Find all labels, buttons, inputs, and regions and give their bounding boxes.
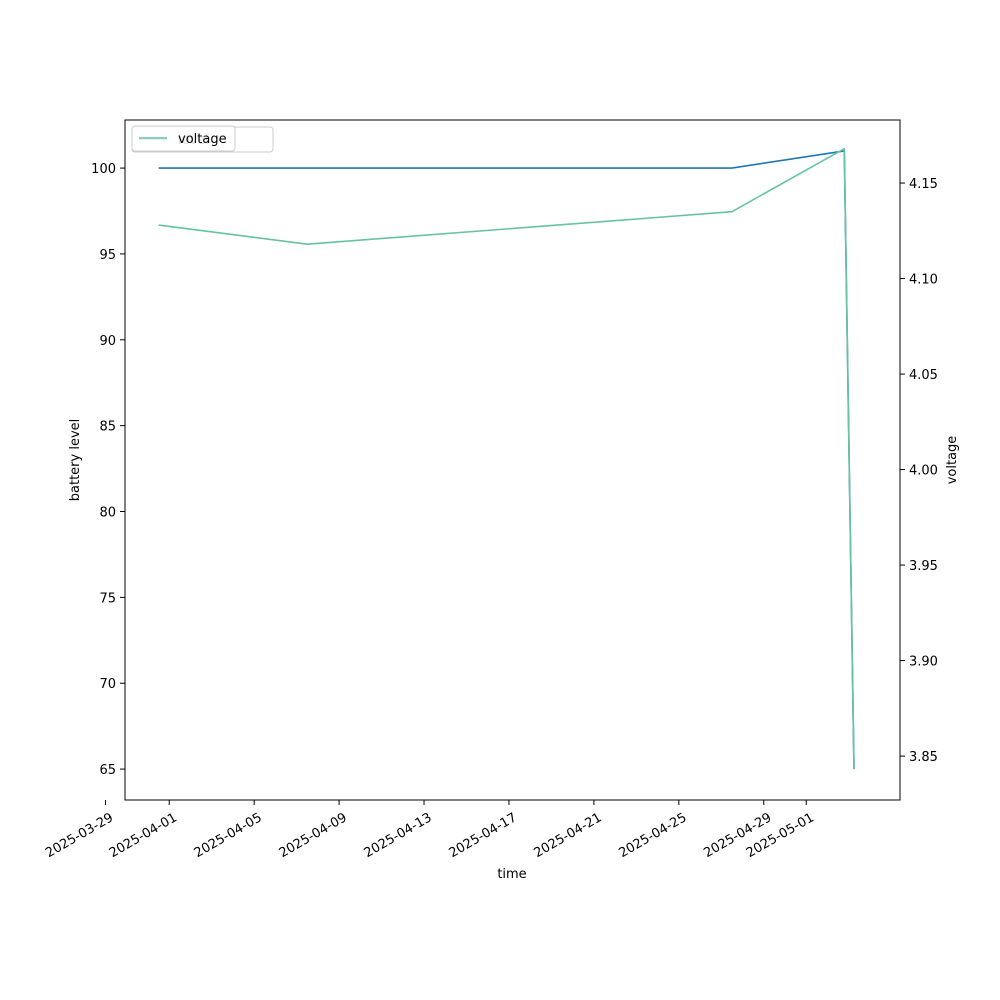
legend-voltage-box <box>131 125 236 152</box>
y2-tick-label: 4.10 <box>909 273 938 288</box>
y-axis-left: 65 70 75 80 85 90 95 100 <box>91 162 125 778</box>
x-tick-label: 2025-04-01 <box>107 810 180 861</box>
y2-tick-label: 4.05 <box>909 368 938 383</box>
y-tick-label: 70 <box>99 677 116 692</box>
legend-voltage: voltage <box>131 125 236 152</box>
y2-tick-label: 4.15 <box>909 177 938 192</box>
y-tick-label: 85 <box>99 420 116 435</box>
x-axis-title: time <box>497 867 526 882</box>
y-axis-title: battery level <box>68 419 83 502</box>
y2-tick-label: 4.00 <box>909 464 938 479</box>
y2-tick-label: 3.95 <box>909 559 938 574</box>
x-tick-label: 2025-04-17 <box>447 810 520 861</box>
y-axis-right: 3.85 3.90 3.95 4.00 4.05 4.10 4.15 <box>900 177 938 765</box>
y-tick-label: 80 <box>99 506 116 521</box>
plot-frame <box>124 119 901 801</box>
x-tick-label: 2025-03-29 <box>43 810 116 861</box>
legend-voltage-label: voltage <box>178 132 227 147</box>
y-tick-label: 75 <box>99 591 116 606</box>
y2-tick-label: 3.90 <box>909 655 938 670</box>
y-tick-label: 65 <box>99 763 116 778</box>
x-tick-label: 2025-04-21 <box>532 810 605 861</box>
x-tick-label: 2025-04-05 <box>192 810 265 861</box>
x-tick-label: 2025-04-13 <box>362 810 435 861</box>
x-tick-label: 2025-04-25 <box>616 810 689 861</box>
y-tick-label: 95 <box>99 248 116 263</box>
y2-tick-label: 3.85 <box>909 750 938 765</box>
x-tick-label: 2025-04-09 <box>277 810 350 861</box>
y2-axis-title: voltage <box>945 436 960 485</box>
y-tick-label: 100 <box>91 162 116 177</box>
series-line-voltage <box>158 147 855 770</box>
series-line-level <box>158 150 855 770</box>
series-layer <box>158 147 855 770</box>
y-tick-label: 90 <box>99 334 116 349</box>
